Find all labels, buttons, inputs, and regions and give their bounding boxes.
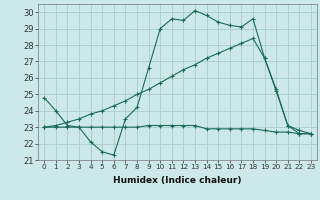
X-axis label: Humidex (Indice chaleur): Humidex (Indice chaleur) [113, 176, 242, 185]
